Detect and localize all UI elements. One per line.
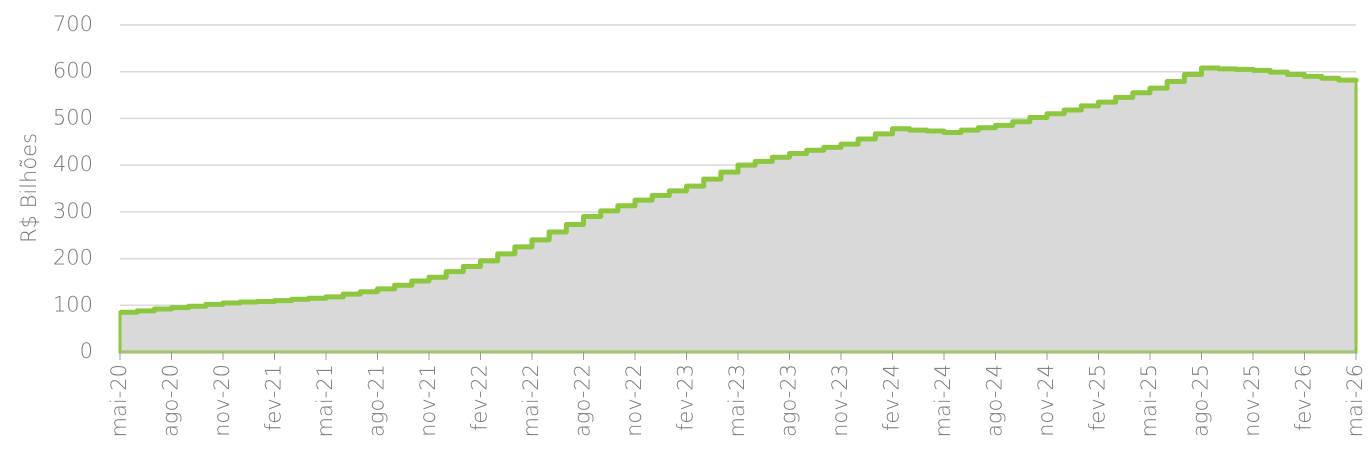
y-tick-label: 100 (53, 292, 93, 316)
x-tick-label: ago-25 (1189, 364, 1213, 437)
x-tick-label: ago-23 (777, 364, 801, 437)
y-axis-label: R$ Bilhões (17, 133, 41, 243)
y-tick-label: 400 (53, 152, 93, 176)
x-tick-label: fev-25 (1086, 364, 1110, 431)
x-tick-label: fev-21 (262, 364, 286, 431)
x-tick-label: ago-21 (365, 364, 389, 437)
x-tick-label: nov-22 (622, 364, 646, 437)
x-tick-label: nov-24 (1034, 364, 1058, 437)
x-tick-label: ago-22 (571, 364, 595, 437)
x-tick-label: fev-22 (468, 364, 492, 431)
x-tick-label: fev-26 (1292, 364, 1316, 431)
x-tick-label: mai-22 (519, 364, 543, 437)
x-tick-label: mai-23 (725, 364, 749, 437)
x-tick-label: nov-23 (828, 364, 852, 437)
y-tick-label: 500 (53, 105, 93, 129)
x-tick-label: ago-24 (983, 364, 1007, 437)
x-tick-label: mai-20 (107, 364, 131, 437)
y-tick-label: 600 (53, 59, 93, 83)
x-tick-label: fev-23 (674, 364, 698, 431)
area (118, 66, 1358, 354)
y-tick-label: 200 (53, 246, 93, 270)
x-tick-label: mai-21 (313, 364, 337, 437)
y-tick-label: 700 (53, 12, 93, 36)
x-tick-label: mai-26 (1343, 364, 1367, 437)
x-tick-label: mai-25 (1137, 364, 1161, 437)
x-tick-label: nov-20 (210, 364, 234, 437)
x-tick-label: fev-24 (880, 364, 904, 431)
y-tick-label: 0 (80, 339, 93, 363)
x-tick-label: ago-20 (159, 364, 183, 437)
step-line (120, 65, 1359, 315)
x-tick-label: mai-24 (931, 364, 955, 437)
y-tick-label: 300 (53, 199, 93, 223)
x-tick-label: nov-25 (1240, 364, 1264, 437)
x-tick-label: nov-21 (416, 364, 440, 437)
